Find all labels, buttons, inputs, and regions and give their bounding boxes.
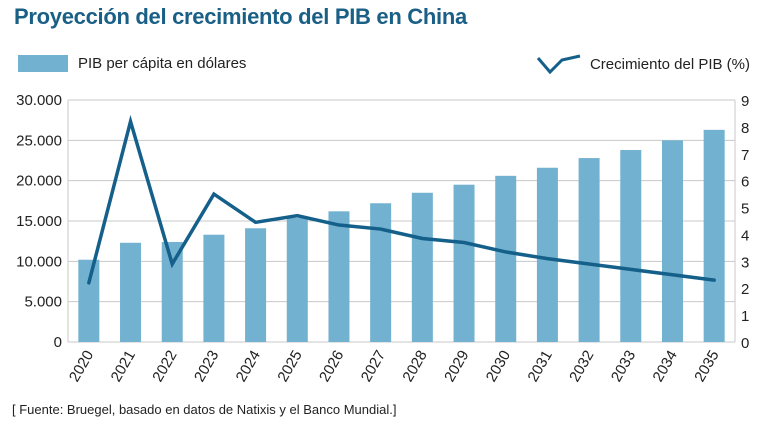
x-tick-label: 2031 <box>524 348 555 385</box>
right-tick-label: 8 <box>741 120 749 137</box>
chart-title: Proyección del crecimiento del PIB en Ch… <box>14 4 467 29</box>
right-tick-label: 4 <box>741 227 749 244</box>
right-tick-label: 9 <box>741 93 749 110</box>
x-tick-label: 2032 <box>566 348 597 385</box>
x-tick-label: 2021 <box>108 348 139 385</box>
bar-2021 <box>120 242 142 342</box>
x-tick-label: 2023 <box>191 348 222 385</box>
right-tick-label: 5 <box>741 201 749 218</box>
right-tick-label: 7 <box>741 147 749 164</box>
left-tick-label: 25.000 <box>16 132 62 149</box>
right-tick-label: 0 <box>741 335 749 352</box>
bar-2022 <box>161 241 183 342</box>
bar-2035 <box>703 129 725 342</box>
growth-line <box>87 114 716 285</box>
bar-2023 <box>203 234 225 342</box>
x-tick-label: 2033 <box>608 348 639 385</box>
bar-2025 <box>286 217 308 342</box>
left-tick-label: 15.000 <box>16 213 62 230</box>
bar-2020 <box>78 259 100 342</box>
bar-2026 <box>328 211 350 342</box>
x-tick-label: 2020 <box>66 348 97 385</box>
x-tick-label: 2025 <box>274 348 305 385</box>
bar-2032 <box>578 158 600 342</box>
x-tick-label: 2022 <box>149 348 180 385</box>
legend-swatch-line <box>536 54 581 75</box>
bar-2028 <box>411 192 433 342</box>
x-tick-label: 2027 <box>358 348 389 385</box>
bar-2030 <box>495 175 517 342</box>
left-tick-label: 20.000 <box>16 173 62 190</box>
x-tick-label: 2028 <box>399 348 430 385</box>
legend-swatch-bar <box>18 55 68 72</box>
legend-item-line: Crecimiento del PIB (%) <box>536 52 750 76</box>
x-tick-label: 2030 <box>483 348 514 385</box>
left-tick-label: 10.000 <box>16 253 62 270</box>
bar-2024 <box>245 228 267 342</box>
right-tick-label: 1 <box>741 308 749 325</box>
x-tick-label: 2035 <box>691 348 722 385</box>
x-tick-label: 2034 <box>650 348 681 385</box>
right-tick-label: 3 <box>741 254 749 271</box>
x-tick-label: 2029 <box>441 348 472 385</box>
bar-2034 <box>661 140 683 342</box>
legend-item-bar: PIB per cápita en dólares <box>18 55 246 72</box>
source-note: [ Fuente: Bruegel, basado en datos de Na… <box>12 402 397 417</box>
bar-2027 <box>370 203 392 342</box>
legend-label-bar: PIB per cápita en dólares <box>78 55 247 72</box>
bar-2031 <box>536 167 558 342</box>
bar-2029 <box>453 184 475 342</box>
left-tick-label: 30.000 <box>16 92 62 109</box>
legend-label-line: Crecimiento del PIB (%) <box>589 55 750 73</box>
right-tick-label: 6 <box>741 174 749 191</box>
right-tick-label: 2 <box>741 281 749 298</box>
left-tick-label: 0 <box>54 334 62 351</box>
bar-2033 <box>620 150 642 342</box>
left-tick-label: 5.000 <box>24 294 62 311</box>
x-tick-label: 2024 <box>233 348 264 385</box>
x-tick-label: 2026 <box>316 348 347 385</box>
